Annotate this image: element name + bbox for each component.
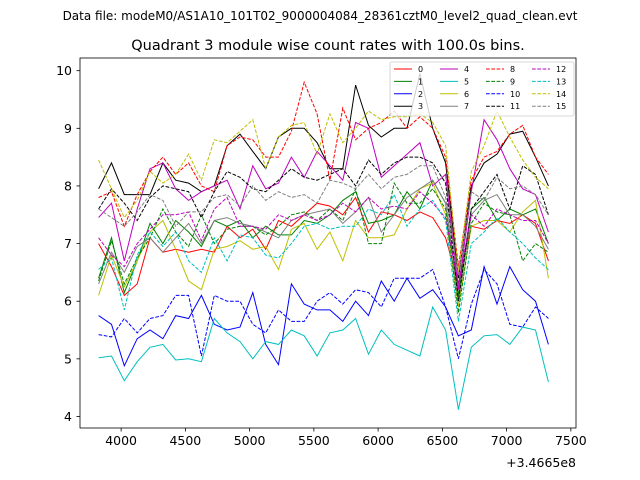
series-line-4 (98, 118, 549, 290)
series-line-15 (98, 165, 549, 276)
series-line-11 (98, 156, 549, 302)
x-tick-label: 4500 (169, 433, 201, 448)
series-line-8 (98, 80, 549, 267)
x-tick-label: 5000 (234, 433, 266, 448)
legend-label-4: 4 (464, 65, 469, 74)
y-tick-label: 8 (64, 178, 72, 193)
x-tick-label: 6000 (362, 433, 394, 448)
legend-label-9: 9 (510, 77, 515, 86)
series-line-0 (98, 196, 549, 297)
legend-label-13: 13 (556, 77, 566, 86)
x-tick-label: 5500 (298, 433, 330, 448)
series-layer (98, 73, 549, 410)
legend-label-1: 1 (418, 77, 423, 86)
legend-label-3: 3 (418, 102, 423, 111)
y-tick-label: 7 (64, 236, 72, 251)
series-line-14 (98, 109, 549, 273)
data-file-header: Data file: modeM0/AS1A10_101T02_90000040… (63, 9, 578, 23)
x-tick-label: 6500 (426, 433, 458, 448)
axes-frame (79, 57, 577, 429)
series-line-5 (98, 305, 549, 410)
legend-label-7: 7 (464, 102, 469, 111)
legend-label-15: 15 (556, 102, 566, 111)
series-line-2 (98, 264, 549, 368)
y-tick-label: 5 (64, 351, 72, 366)
legend-label-5: 5 (464, 77, 469, 86)
x-tick-label: 7500 (555, 433, 587, 448)
legend-box (389, 61, 575, 117)
chart-title: Quadrant 3 module wise count rates with … (131, 38, 525, 54)
legend-label-0: 0 (418, 65, 423, 74)
y-tick-label: 4 (64, 409, 72, 424)
y-tick-label: 9 (64, 121, 72, 136)
legend-label-8: 8 (510, 65, 515, 74)
series-line-12 (98, 190, 549, 284)
legend-label-11: 11 (510, 102, 520, 111)
series-line-1 (98, 179, 549, 296)
legend-label-14: 14 (556, 90, 566, 99)
legend-label-2: 2 (418, 90, 423, 99)
legend-label-12: 12 (556, 65, 566, 74)
x-tick-label: 4000 (105, 433, 137, 448)
y-tick-label: 10 (56, 63, 72, 78)
series-line-13 (98, 193, 549, 322)
y-tick-label: 6 (64, 294, 72, 309)
legend-label-10: 10 (510, 90, 520, 99)
series-line-10 (98, 268, 549, 359)
series-line-7 (98, 179, 549, 302)
x-tick-label: 7000 (491, 433, 523, 448)
series-line-9 (98, 181, 549, 313)
legend-label-6: 6 (464, 90, 469, 99)
x-offset-label: +3.4665e8 (506, 455, 576, 470)
series-line-6 (98, 182, 549, 308)
